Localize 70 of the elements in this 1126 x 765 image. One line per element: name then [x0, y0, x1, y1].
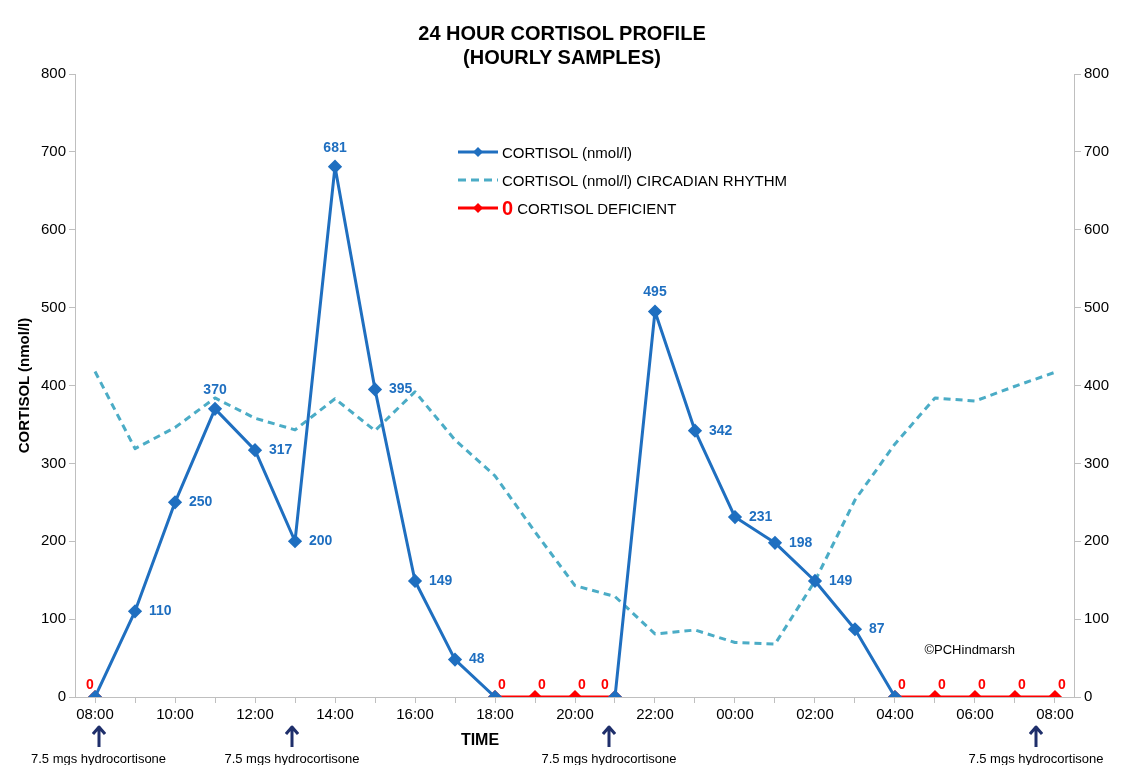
data-label: 0 [538, 675, 546, 692]
text: 7.5 mgs hydrocortisone [967, 751, 1105, 765]
data-label: 395 [389, 380, 413, 397]
y-tick-label: 200 [41, 531, 67, 549]
data-label: 200 [309, 532, 333, 549]
text: 7.5 mgs hydrocortisone [223, 751, 361, 765]
data-label: 0 [86, 675, 95, 692]
data-label: 370 [203, 380, 227, 397]
y-tick-label: 0 [57, 687, 67, 705]
y-tick-label: 800 [41, 64, 67, 82]
x-tick-label: 08:00 [76, 705, 114, 723]
data-label: 317 [269, 441, 293, 457]
x-tick-label: 14:00 [316, 705, 354, 723]
data-label: 495 [643, 283, 667, 300]
x-tick-label: 04:00 [876, 705, 914, 723]
y2-tick-label: 400 [1083, 375, 1109, 393]
y-axis-title: CORTISOL (nmol/l) [15, 317, 33, 454]
legend-label: CORTISOL (nmol/l) [502, 143, 633, 161]
x-axis-title: TIME [459, 731, 501, 749]
data-label: 342 [708, 421, 733, 438]
y-tick-label: 600 [41, 219, 67, 237]
y-tick-label: 100 [41, 609, 67, 627]
y2-tick-label: 200 [1083, 531, 1109, 549]
x-tick-label: 22:00 [636, 705, 674, 723]
data-label: 681 [323, 138, 347, 155]
x-tick-label: 08:00 [1036, 705, 1074, 723]
x-tick-label: 10:00 [156, 705, 194, 723]
data-label: 0 [1017, 675, 1026, 692]
data-label: 0 [1057, 675, 1066, 692]
data-label: 0 [897, 675, 906, 692]
y-tick-label: 400 [41, 375, 67, 393]
x-tick-label: 18:00 [476, 705, 514, 723]
y2-tick-label: 700 [1083, 142, 1109, 160]
chart-subtitle: (HOURLY SAMPLES) [463, 45, 661, 68]
y-tick-label: 700 [41, 142, 67, 160]
data-label: 0 [578, 675, 586, 692]
data-label: 0 [937, 675, 946, 692]
text: 0 [502, 196, 514, 219]
legend-label: CORTISOL (nmol/l) CIRCADIAN RHYTHM [502, 171, 788, 189]
data-label: 110 [149, 602, 172, 619]
x-tick-label: 12:00 [236, 705, 274, 723]
chart-title: 24 HOUR CORTISOL PROFILE [418, 21, 706, 44]
data-label: 0 [601, 675, 609, 692]
data-label: 149 [828, 571, 853, 588]
data-label: 0 [977, 675, 986, 692]
data-label: 87 [868, 620, 885, 637]
x-tick-label: 20:00 [556, 705, 594, 723]
y2-tick-label: 0 [1083, 687, 1093, 705]
legend-label: CORTISOL DEFICIENT [517, 199, 677, 217]
x-tick-label: 06:00 [956, 705, 994, 723]
data-label: 250 [189, 493, 213, 510]
y2-tick-label: 800 [1083, 64, 1109, 82]
y2-tick-label: 600 [1083, 219, 1109, 237]
y2-tick-label: 100 [1083, 609, 1109, 627]
data-label: 198 [788, 533, 813, 550]
data-label: 0 [498, 675, 506, 692]
y-tick-label: 500 [41, 297, 67, 315]
y-tick-label: 300 [41, 453, 67, 471]
x-tick-label: 02:00 [796, 705, 834, 723]
y2-tick-label: 300 [1083, 453, 1109, 471]
line-series [93, 369, 1057, 646]
annotation: ©PCHindmarsh [924, 642, 1015, 657]
data-label: 149 [429, 571, 453, 588]
text: 7.5 mgs hydrocortisone [29, 751, 168, 765]
y2-tick-label: 500 [1083, 297, 1109, 315]
text: 7.5 mgs hydrocortisone [540, 751, 678, 765]
data-label: 231 [748, 507, 773, 524]
x-tick-label: 00:00 [716, 705, 754, 723]
data-label: 48 [469, 650, 485, 667]
x-tick-label: 16:00 [396, 705, 434, 723]
